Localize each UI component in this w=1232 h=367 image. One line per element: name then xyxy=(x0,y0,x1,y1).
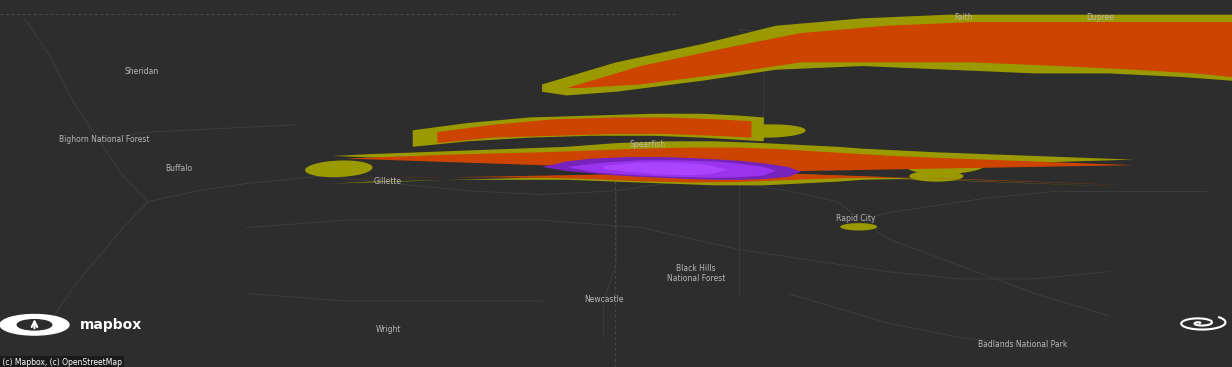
Text: Gillette: Gillette xyxy=(375,177,402,186)
Polygon shape xyxy=(567,160,776,178)
Text: Faith: Faith xyxy=(954,13,973,22)
Polygon shape xyxy=(437,117,752,143)
Text: Buffalo: Buffalo xyxy=(165,164,192,173)
Text: Rapid City: Rapid City xyxy=(837,214,876,223)
Polygon shape xyxy=(909,171,963,182)
Polygon shape xyxy=(542,15,1232,95)
Text: Black Hills
National Forest: Black Hills National Forest xyxy=(667,264,726,283)
Polygon shape xyxy=(840,223,877,230)
Polygon shape xyxy=(907,158,986,174)
Polygon shape xyxy=(567,22,1232,88)
Text: (c) Mapbox, (c) OpenStreetMap: (c) Mapbox, (c) OpenStreetMap xyxy=(0,358,122,367)
Circle shape xyxy=(0,315,69,335)
Polygon shape xyxy=(732,124,806,138)
Circle shape xyxy=(17,320,52,330)
Text: Wright: Wright xyxy=(376,325,400,334)
Polygon shape xyxy=(413,114,764,147)
Polygon shape xyxy=(542,157,801,180)
Text: Bighorn National Forest: Bighorn National Forest xyxy=(59,135,150,144)
Text: Badlands National Park: Badlands National Park xyxy=(978,340,1067,349)
Text: Newcastle: Newcastle xyxy=(584,295,623,304)
Text: mapbox: mapbox xyxy=(80,318,143,332)
Polygon shape xyxy=(345,148,1133,185)
Polygon shape xyxy=(604,162,727,175)
Text: Dupree: Dupree xyxy=(1087,13,1114,22)
Text: Spearfish: Spearfish xyxy=(630,141,667,149)
Text: Sheridan: Sheridan xyxy=(124,67,159,76)
Polygon shape xyxy=(306,160,372,177)
Polygon shape xyxy=(333,141,1133,187)
